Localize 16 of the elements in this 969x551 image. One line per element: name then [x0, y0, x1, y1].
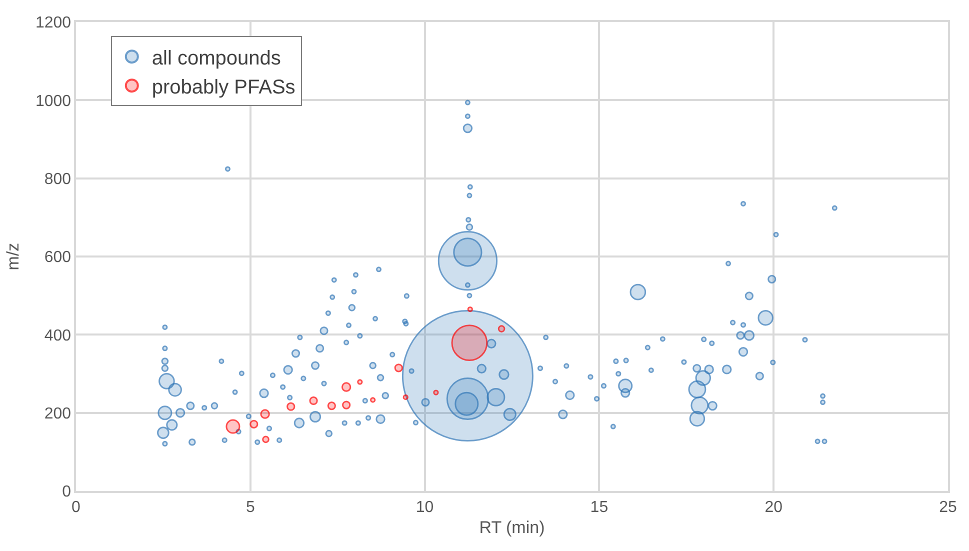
- y-tick-label: 400: [44, 327, 72, 344]
- x-tick-label: 10: [416, 498, 434, 516]
- y-tick-label: 800: [44, 170, 72, 188]
- x-axis-title: RT (min): [479, 518, 545, 537]
- x-tick-label: 25: [939, 498, 957, 516]
- y-tick-label: 1200: [35, 14, 72, 32]
- y-tick-label: 600: [44, 249, 72, 266]
- y-tick-label: 0: [62, 484, 72, 501]
- x-tick-label: 5: [246, 498, 255, 516]
- y-tick-label: 200: [44, 405, 72, 422]
- legend-label: probably PFASs: [152, 76, 296, 98]
- legend-label: all compounds: [152, 47, 281, 70]
- x-tick-label: 20: [764, 498, 783, 516]
- y-tick-label: 1000: [35, 92, 72, 110]
- x-tick-label: 15: [590, 498, 608, 516]
- y-axis-title: m/z: [4, 242, 23, 270]
